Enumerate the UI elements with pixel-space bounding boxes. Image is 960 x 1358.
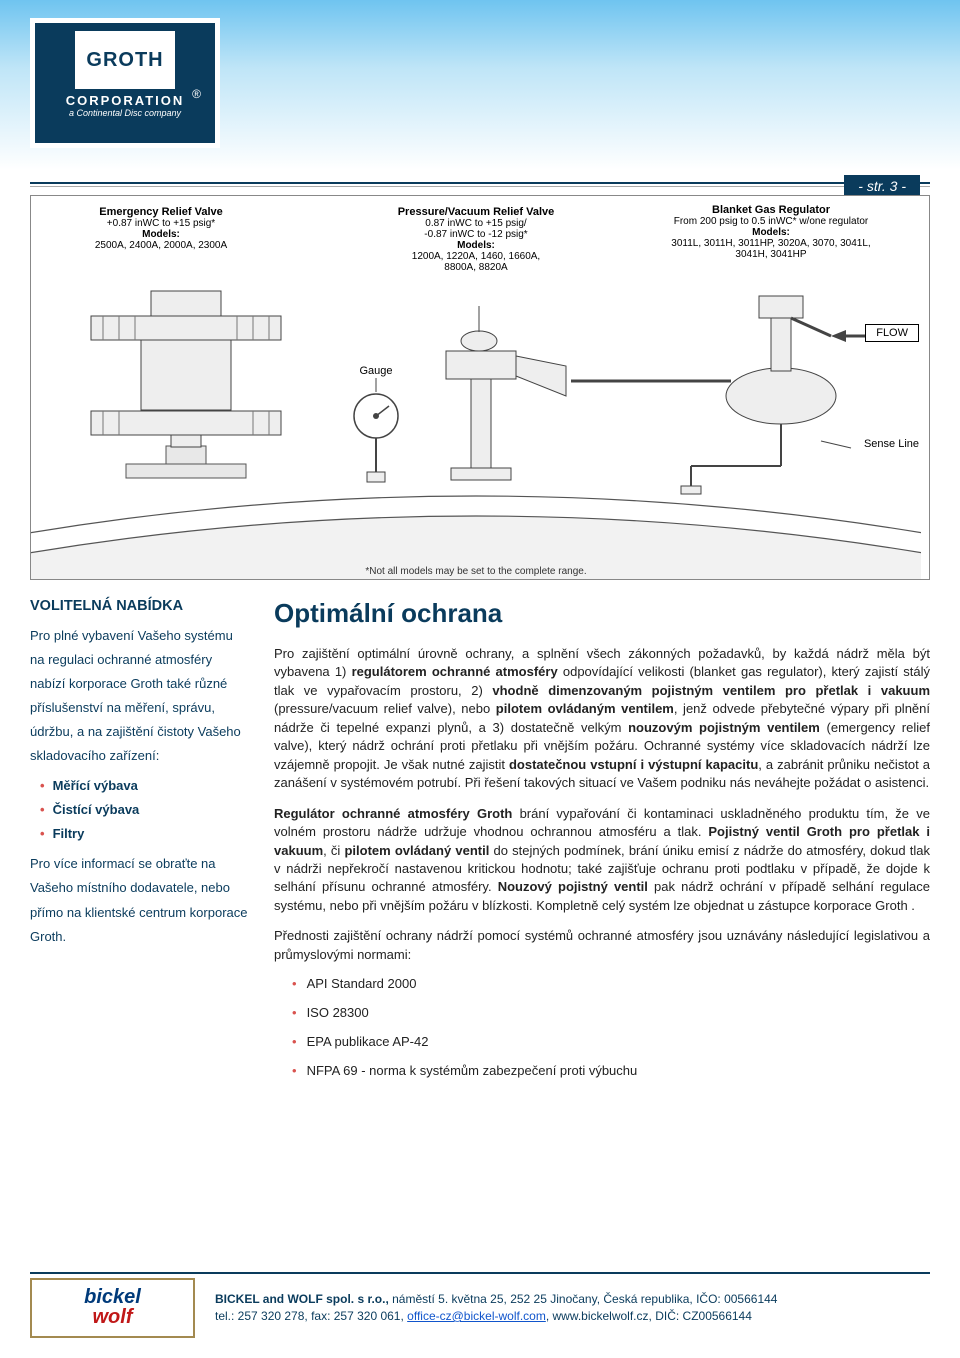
footer-line-1: BICKEL and WOLF spol. s r.o., náměstí 5.…: [215, 1291, 777, 1308]
sidebar-item: Filtry: [40, 822, 250, 846]
standards-list: API Standard 2000 ISO 28300 EPA publikac…: [292, 976, 930, 1078]
flow-label: FLOW: [865, 324, 919, 342]
page-number: - str. 3 -: [844, 175, 920, 197]
groth-logo: GROTH ® CORPORATION a Continental Disc c…: [30, 18, 220, 148]
standard-item: API Standard 2000: [292, 976, 930, 991]
diagram-svg: Gauge *Not all m: [31, 196, 921, 580]
sense-line-label: Sense Line: [864, 438, 919, 450]
main-paragraph-3: Přednosti zajištění ochrany nádrží pomoc…: [274, 927, 930, 964]
logo-corporation: CORPORATION: [41, 93, 209, 108]
page: GROTH ® CORPORATION a Continental Disc c…: [0, 0, 960, 1358]
divider-thick: [30, 182, 930, 184]
main-paragraph-2: Regulátor ochranné atmosféry Groth brání…: [274, 805, 930, 916]
registered-symbol: ®: [192, 87, 201, 101]
footer-line-2: tel.: 257 320 278, fax: 257 320 061, off…: [215, 1308, 777, 1325]
standard-item: EPA publikace AP-42: [292, 1034, 930, 1049]
logo-subtitle: a Continental Disc company: [41, 108, 209, 118]
logo-brand-text: GROTH: [86, 49, 163, 72]
main-content: Optimální ochrana Pro zajištění optimáln…: [274, 598, 930, 1092]
standard-item: NFPA 69 - norma k systémům zabezpečení p…: [292, 1063, 930, 1078]
bickel-wolf-logo: bickel wolf: [30, 1278, 195, 1338]
bw-logo-line2: wolf: [93, 1306, 133, 1328]
sidebar-item: Měřící výbava: [40, 774, 250, 798]
footer: bickel wolf BICKEL and WOLF spol. s r.o.…: [30, 1272, 930, 1338]
bw-logo-line1: bickel: [84, 1286, 141, 1308]
sidebar-intro: Pro plné vybavení Vašeho systému na regu…: [30, 624, 250, 768]
sidebar: VOLITELNÁ NABÍDKA Pro plné vybavení Vaše…: [30, 598, 250, 1092]
footer-divider: [30, 1272, 930, 1274]
logo-mark: GROTH: [75, 31, 175, 89]
main-paragraph-1: Pro zajištění optimální úrovně ochrany, …: [274, 645, 930, 793]
content-row: VOLITELNÁ NABÍDKA Pro plné vybavení Vaše…: [30, 598, 930, 1092]
sidebar-heading: VOLITELNÁ NABÍDKA: [30, 598, 250, 614]
standard-item: ISO 28300: [292, 1005, 930, 1020]
sidebar-item: Čistící výbava: [40, 798, 250, 822]
main-title: Optimální ochrana: [274, 598, 930, 629]
divider-thin: [30, 186, 930, 187]
tank-diagram: Emergency Relief Valve +0.87 inWC to +15…: [30, 195, 930, 580]
sidebar-outro: Pro více informací se obraťte na Vašeho …: [30, 852, 250, 948]
sidebar-list: Měřící výbava Čistící výbava Filtry: [40, 774, 250, 846]
gauge-text: Gauge: [359, 365, 392, 377]
footer-text: BICKEL and WOLF spol. s r.o., náměstí 5.…: [215, 1291, 777, 1325]
diagram-footnote-svg: *Not all models may be set to the comple…: [365, 566, 586, 577]
header-gradient: GROTH ® CORPORATION a Continental Disc c…: [0, 0, 960, 170]
